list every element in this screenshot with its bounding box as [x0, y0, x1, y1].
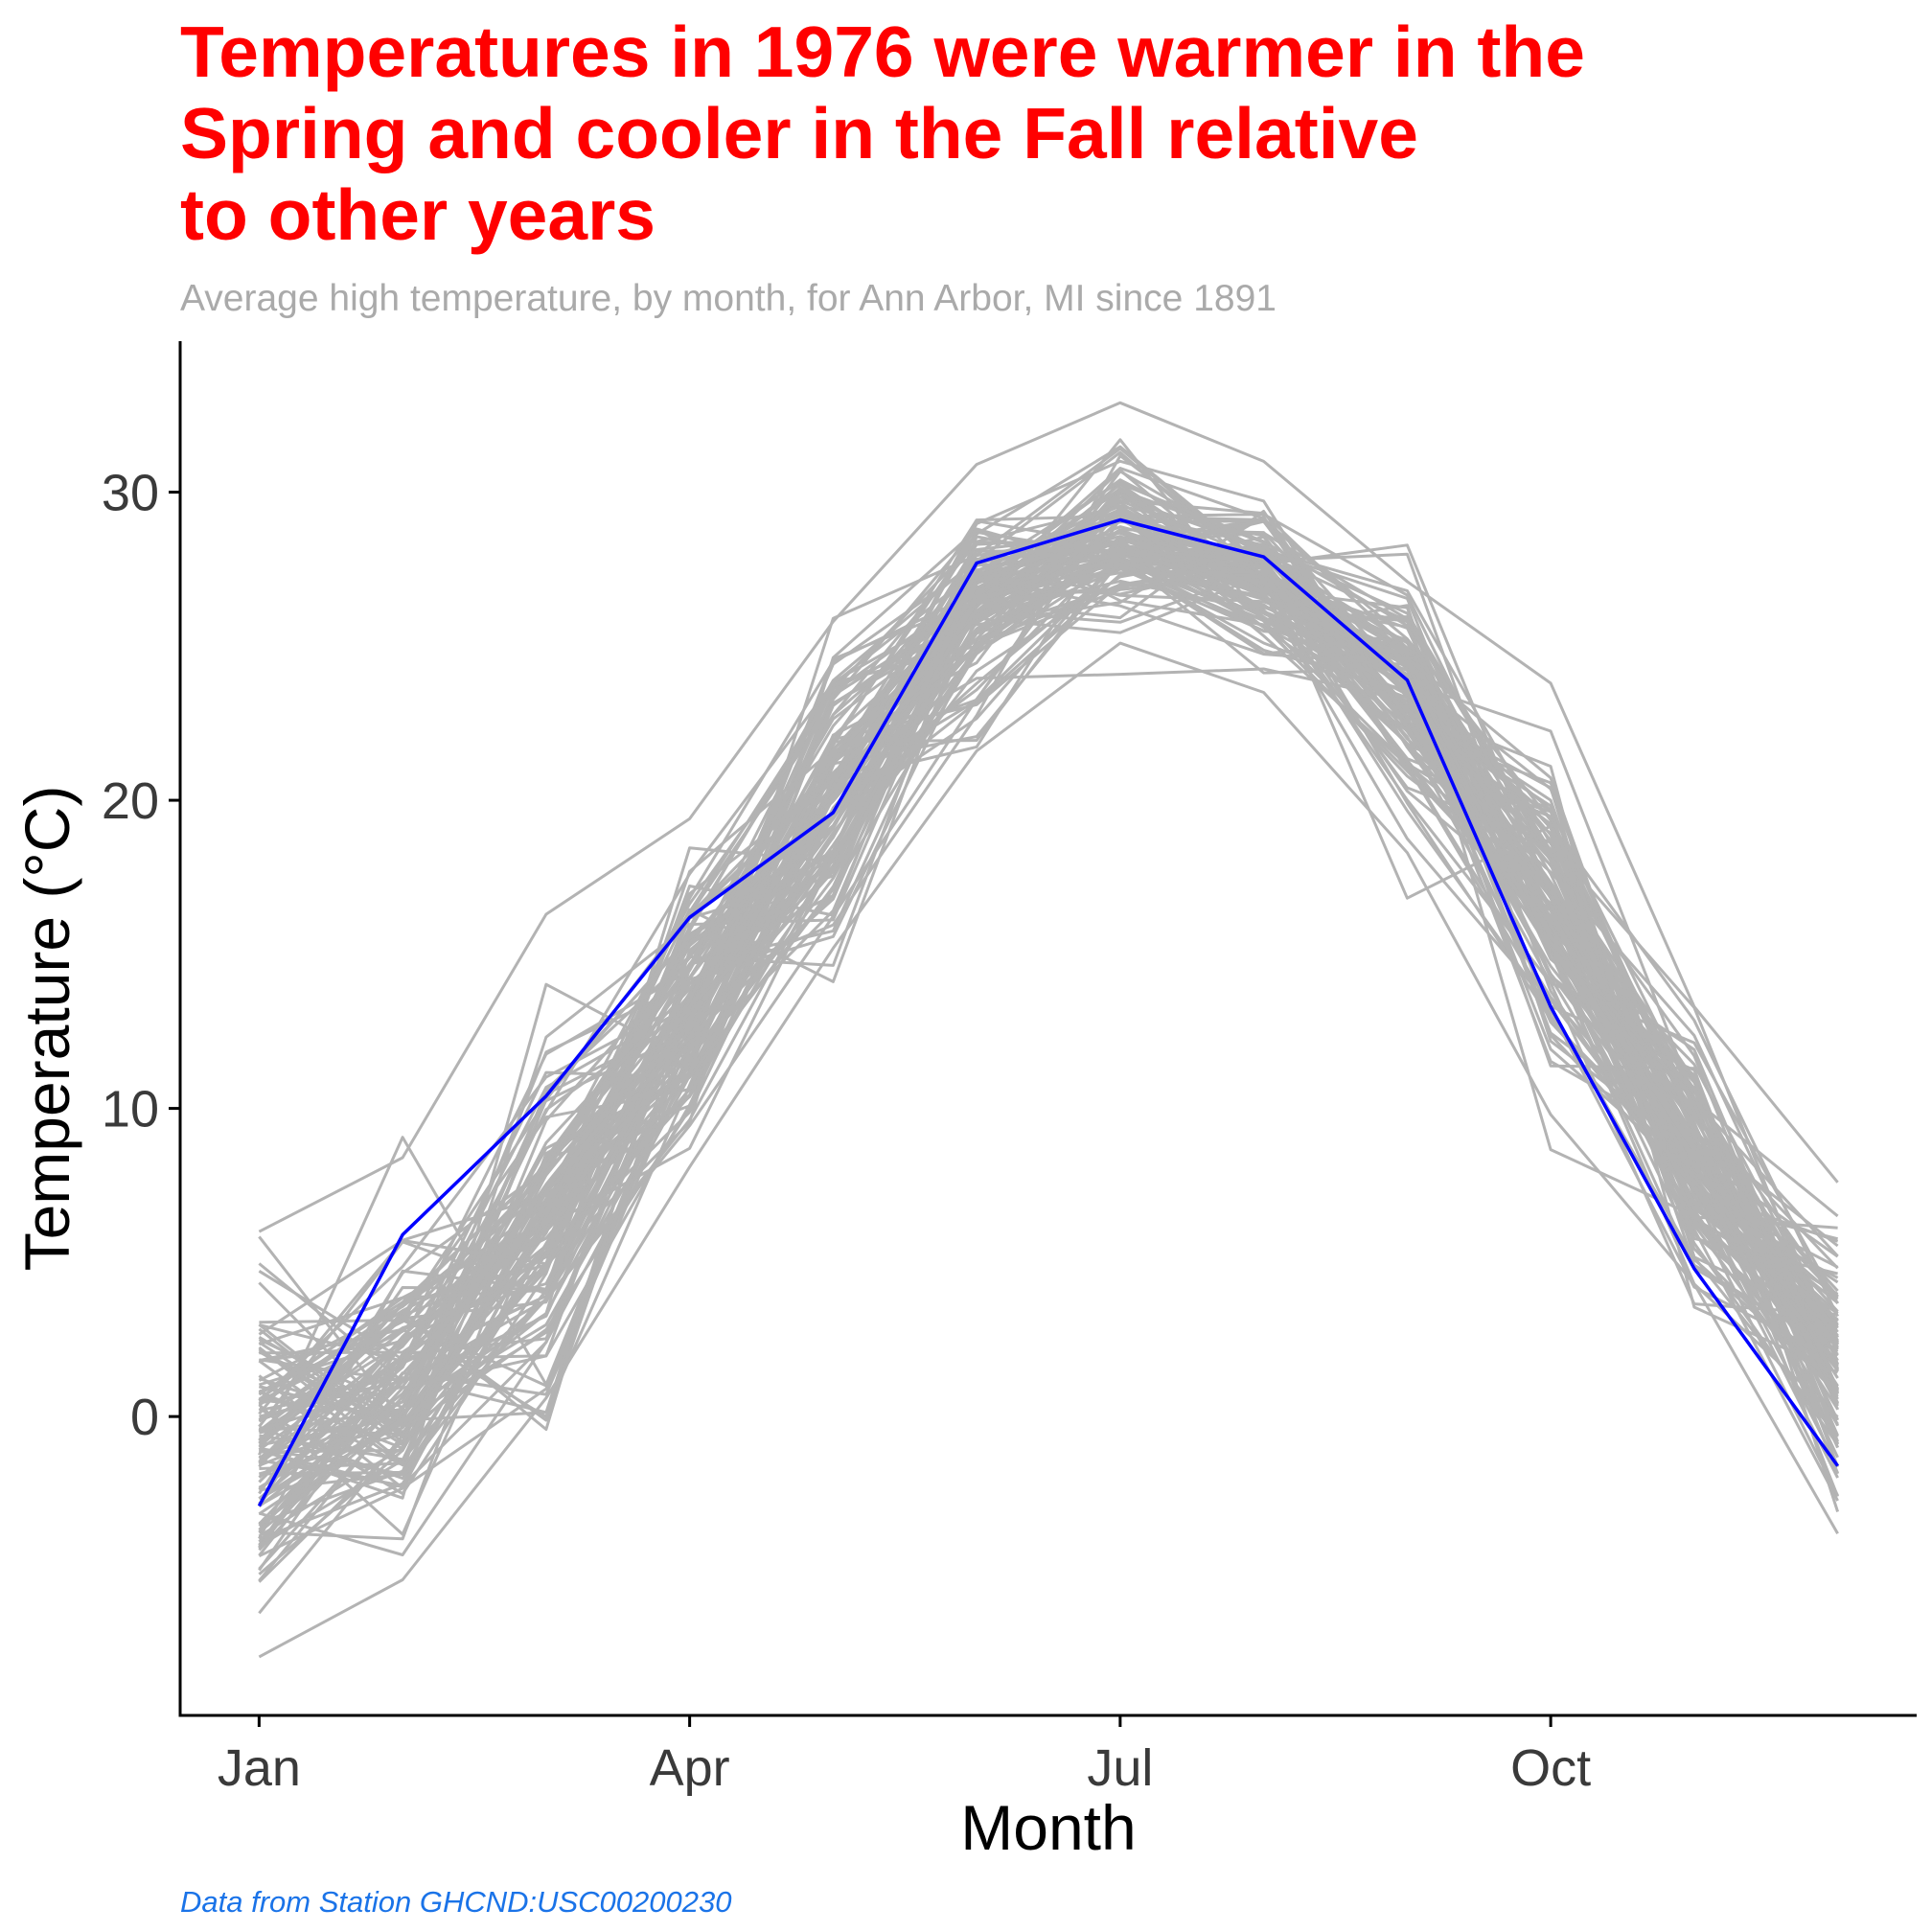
chart-subtitle: Average high temperature, by month, for … [180, 278, 1276, 319]
background-year-lines [258, 401, 1840, 1659]
x-tick-label: Apr [650, 1739, 730, 1797]
highlight-series-1976 [257, 518, 1840, 1507]
year-line [258, 558, 1839, 1528]
year-line [258, 568, 1839, 1428]
year-line [258, 505, 1839, 1531]
chart-title-line-1: Temperatures in 1976 were warmer in the [180, 12, 1585, 92]
series-line-1976 [257, 518, 1840, 1507]
data-source-caption: Data from Station GHCND:USC00200230 [180, 1885, 731, 1919]
y-tick-label: 20 [102, 772, 159, 830]
year-line [259, 558, 1839, 1445]
year-line [258, 401, 1839, 1233]
y-tick-label: 30 [102, 465, 159, 522]
chart-title-line-2: Spring and cooler in the Fall relative [180, 93, 1418, 173]
year-line [258, 540, 1839, 1543]
year-line [259, 562, 1839, 1414]
x-axis-ticks: Jan Apr Jul Oct [218, 1715, 1591, 1797]
y-tick-label: 0 [130, 1389, 159, 1446]
y-axis-ticks: 0 10 20 30 [102, 465, 180, 1446]
year-line [258, 641, 1839, 1659]
title-block: Temperatures in 1976 were warmer in the … [180, 12, 1585, 319]
chart-title-line-3: to other years [180, 174, 656, 255]
axes: 0 10 20 30 Jan Apr Jul Oct [102, 341, 1917, 1797]
y-tick-label: 10 [102, 1081, 159, 1138]
x-tick-label: Jan [218, 1739, 301, 1797]
y-axis-title: Temperature (°C) [12, 786, 82, 1272]
x-tick-label: Oct [1510, 1739, 1591, 1797]
year-line [258, 570, 1839, 1403]
year-line [258, 551, 1840, 1468]
x-axis-title: Month [960, 1792, 1136, 1863]
year-line [258, 546, 1838, 1571]
year-line [258, 562, 1839, 1515]
year-line [258, 549, 1839, 1423]
year-line [258, 467, 1839, 1508]
x-tick-label: Jul [1087, 1739, 1153, 1797]
